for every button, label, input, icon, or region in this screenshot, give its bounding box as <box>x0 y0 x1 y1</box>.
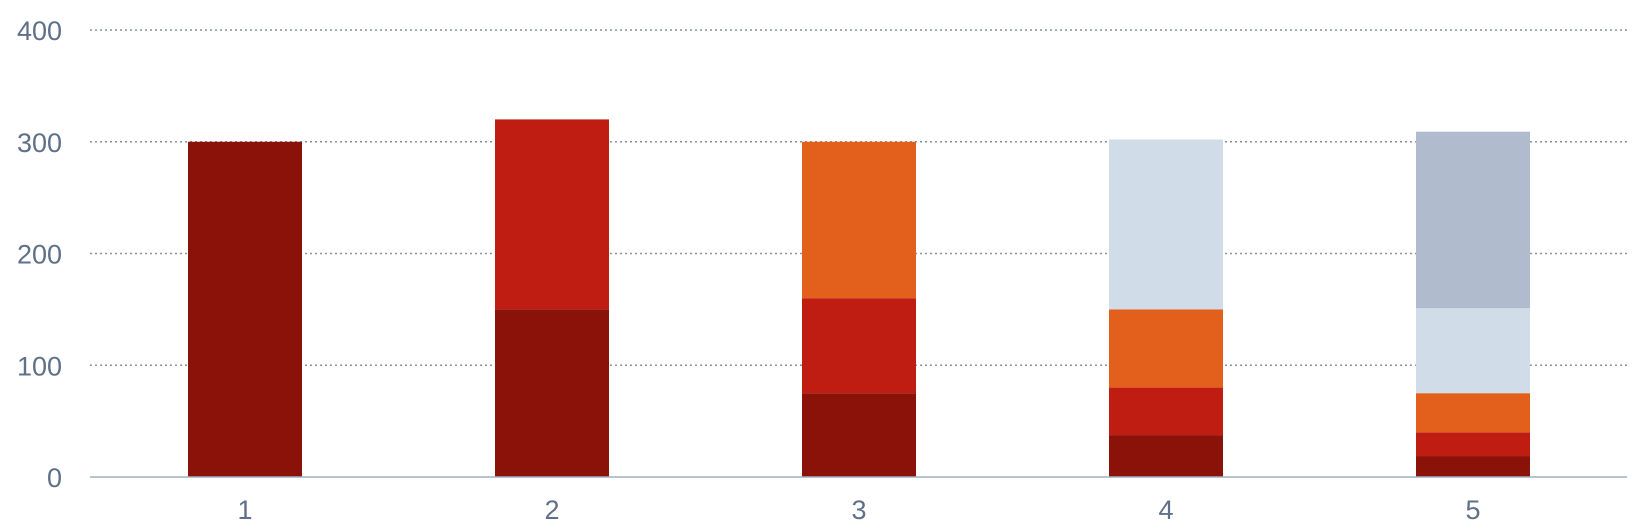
y-tick-label: 0 <box>47 463 62 493</box>
bar-stack-3 <box>802 141 916 477</box>
y-tick-label: 100 <box>17 351 62 381</box>
bar-segment-1-series-1 <box>188 141 302 477</box>
bars <box>188 119 1530 477</box>
bar-segment-4-series-3 <box>1109 309 1223 388</box>
bar-segment-3-series-2 <box>802 298 916 394</box>
x-tick-label: 3 <box>851 495 866 525</box>
x-tick-label: 4 <box>1158 495 1173 525</box>
y-axis-tick-labels: 0 100 200 300 400 <box>17 16 62 493</box>
x-tick-label: 1 <box>237 495 252 525</box>
bar-segment-4-series-1 <box>1109 435 1223 477</box>
bar-segment-4-series-2 <box>1109 387 1223 436</box>
y-tick-label: 200 <box>17 240 62 270</box>
y-tick-label: 300 <box>17 128 62 158</box>
x-tick-label: 5 <box>1465 495 1480 525</box>
gridlines <box>90 29 1627 366</box>
bar-segment-3-series-1 <box>802 393 916 477</box>
bar-segment-5-series-4 <box>1416 308 1530 394</box>
bar-stack-5 <box>1416 131 1530 477</box>
bar-segment-5-series-5 <box>1416 131 1530 309</box>
y-tick-label: 400 <box>17 16 62 46</box>
bar-segment-5-series-2 <box>1416 432 1530 457</box>
bar-segment-5-series-1 <box>1416 456 1530 477</box>
x-axis-tick-labels: 1 2 3 4 5 <box>237 495 1480 525</box>
bar-segment-2-series-1 <box>495 309 609 477</box>
x-tick-label: 2 <box>544 495 559 525</box>
bar-stack-1 <box>188 141 302 477</box>
bar-segment-5-series-3 <box>1416 393 1530 433</box>
bar-segment-3-series-3 <box>802 141 916 299</box>
bar-segment-4-series-4 <box>1109 139 1223 310</box>
bar-stack-2 <box>495 119 609 477</box>
bar-stack-4 <box>1109 139 1223 477</box>
bar-segment-2-series-2 <box>495 119 609 310</box>
